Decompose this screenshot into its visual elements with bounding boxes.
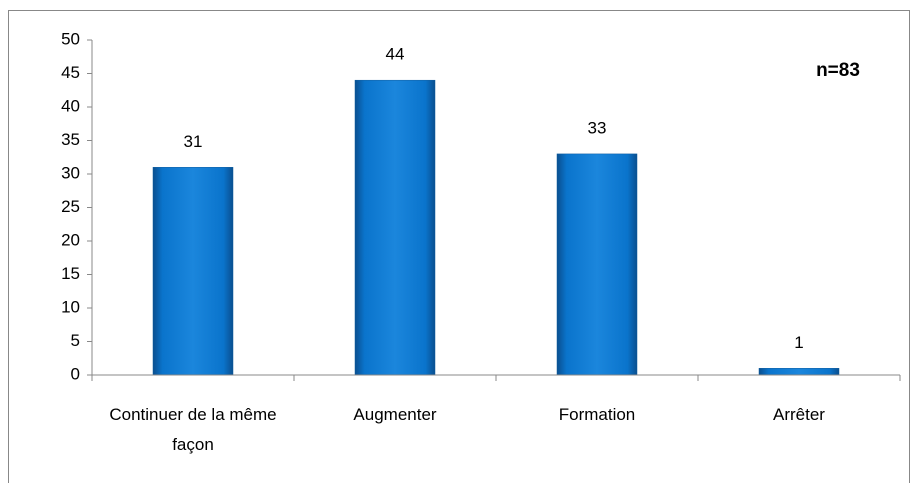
y-tick-label: 40 [61,96,80,115]
y-tick-label: 45 [61,63,80,82]
x-tick-label: Continuer de la même façon [109,405,277,454]
value-label: 33 [588,118,607,137]
value-label: 31 [184,132,203,151]
y-tick-label: 20 [61,230,80,249]
bar [152,167,234,376]
bar [354,79,436,376]
y-tick-label: 25 [61,197,80,216]
y-tick-label: 0 [71,364,80,383]
x-tick-label: Arrêter [773,405,825,424]
annotation: n=83 [816,60,860,81]
y-tick-label: 5 [71,331,80,350]
value-label: 1 [794,333,803,352]
y-tick-label: 15 [61,264,80,283]
y-tick-label: 35 [61,130,80,149]
bar [758,368,840,376]
value-label: 44 [386,45,405,64]
x-tick-label: Formation [558,405,636,424]
bar [556,153,638,376]
y-tick-label: 30 [61,163,80,182]
chart-border [8,10,910,483]
x-tick-label: Augmenter [353,405,437,424]
y-tick-label: 50 [61,29,80,48]
y-tick-label: 10 [61,297,80,316]
